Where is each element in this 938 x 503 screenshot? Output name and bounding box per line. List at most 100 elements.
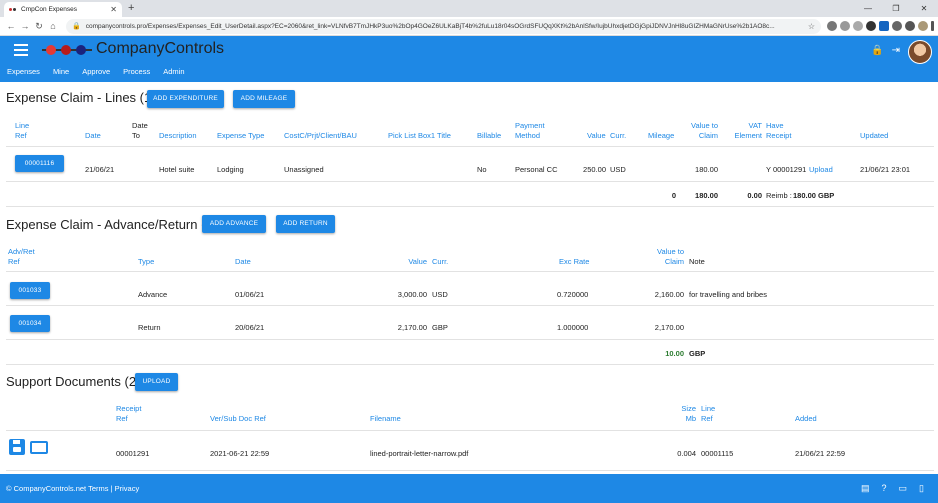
col-value[interactable]: Value — [587, 131, 606, 140]
col-vat-element[interactable]: VAT Element — [734, 121, 762, 140]
lock-icon[interactable]: 🔒 — [871, 45, 884, 56]
logout-icon[interactable]: ⇥ — [891, 45, 900, 56]
col-description[interactable]: Description — [159, 131, 197, 140]
footer-icons: ▤ ? ▭ ▯ — [861, 483, 924, 494]
col-adv-value[interactable]: Value — [408, 257, 427, 266]
col-pick-list[interactable]: Pick List Box1 Title — [388, 131, 451, 140]
new-tab-button[interactable]: + — [128, 2, 135, 14]
extension-icon[interactable] — [866, 21, 876, 31]
maximize-button[interactable]: ❐ — [892, 4, 900, 13]
adv-value-to-claim: 2,160.00 — [654, 290, 684, 299]
main-content: Expense Claim - Lines (1) ADD EXPENDITUR… — [0, 82, 938, 474]
brand-name: CompanyControls — [96, 40, 225, 57]
col-payment-method[interactable]: Payment Method — [515, 121, 545, 140]
forward-arrow-icon[interactable]: → — [20, 21, 30, 31]
line-description: Hotel suite — [159, 165, 195, 174]
line-date: 21/06/21 — [85, 165, 115, 174]
chat-icon[interactable]: ▤ — [861, 483, 870, 493]
col-adv-date[interactable]: Date — [235, 257, 251, 266]
upload-link[interactable]: Upload — [809, 165, 833, 174]
view-document-icon[interactable] — [30, 441, 48, 454]
menu-item-mine[interactable]: Mine — [52, 67, 70, 76]
col-expense-type[interactable]: Expense Type — [217, 131, 265, 140]
hamburger-icon[interactable] — [14, 44, 28, 56]
col-value-to-claim[interactable]: Value to Claim — [691, 121, 718, 140]
menu-item-admin[interactable]: Admin — [163, 67, 185, 76]
close-window-button[interactable]: ✕ — [920, 4, 928, 13]
avatar[interactable] — [908, 40, 932, 64]
browser-tab[interactable]: CmpCon Expenses ✕ — [4, 2, 122, 17]
desktop-icon[interactable]: ▭ — [898, 483, 908, 493]
doc-line-ref: 00001115 — [701, 449, 734, 458]
col-size-mb[interactable]: Size Mb — [681, 404, 696, 423]
ret-value-to-claim: 2,170.00 — [654, 323, 684, 332]
col-ver-sub[interactable]: Ver/Sub Doc Ref — [210, 414, 266, 423]
window-controls: — ❐ ✕ — [854, 0, 938, 17]
line-curr: USD — [610, 165, 626, 174]
add-expenditure-button[interactable]: ADD EXPENDITURE — [147, 90, 224, 108]
line-ref-button[interactable]: 00001116 — [15, 155, 64, 172]
add-advance-button[interactable]: ADD ADVANCE — [202, 215, 266, 233]
menu-item-process[interactable]: Process — [123, 67, 151, 76]
bookmark-star-icon[interactable]: ☆ — [807, 21, 815, 31]
line-expense-type: Lodging — [217, 165, 244, 174]
menu-dots-icon[interactable] — [931, 21, 934, 31]
col-type[interactable]: Type — [138, 257, 155, 266]
col-billable[interactable]: Billable — [477, 131, 502, 140]
upload-button[interactable]: UPLOAD — [135, 373, 178, 391]
extension-icon[interactable] — [892, 21, 902, 31]
col-adv-value-to-claim[interactable]: Value to Claim — [657, 247, 684, 266]
extension-icon[interactable] — [879, 21, 889, 31]
col-receipt-ref[interactable]: Receipt Ref — [116, 404, 142, 423]
extension-icon[interactable] — [853, 21, 863, 31]
main-menu: Expenses Mine Approve Process Admin — [7, 67, 185, 76]
adv-value: 3,000.00 — [397, 290, 427, 299]
profile-icon[interactable] — [918, 21, 928, 31]
return-ref-button[interactable]: 001034 — [10, 315, 50, 332]
back-arrow-icon[interactable]: ← — [6, 21, 16, 31]
mobile-icon[interactable]: ▯ — [919, 483, 924, 493]
col-doc-line-ref[interactable]: Line Ref — [701, 404, 716, 423]
doc-added: 21/06/21 22:59 — [795, 449, 846, 458]
help-icon[interactable]: ? — [881, 483, 887, 493]
advance-total-value: 10.00 — [665, 349, 684, 358]
footer-text[interactable]: © CompanyControls.net Terms | Privacy — [6, 484, 140, 493]
advance-ref-button[interactable]: 001033 — [10, 282, 50, 299]
menu-item-expenses[interactable]: Expenses — [7, 67, 40, 76]
col-adv-curr[interactable]: Curr. — [432, 257, 449, 266]
col-mileage[interactable]: Mileage — [648, 131, 675, 140]
col-exc-rate[interactable]: Exc Rate — [559, 257, 590, 266]
url-text: companycontrols.pro/Expenses/Expenses_Ed… — [85, 22, 775, 30]
ret-exc-rate: 1.000000 — [557, 323, 589, 332]
menu-item-approve[interactable]: Approve — [82, 67, 111, 76]
minimize-button[interactable]: — — [864, 4, 872, 13]
doc-filename[interactable]: lined-portrait-letter-narrow.pdf — [370, 449, 469, 458]
ret-type: Return — [138, 323, 161, 332]
extension-icon[interactable] — [827, 21, 837, 31]
lines-section-title: Expense Claim - Lines (1) — [6, 90, 156, 105]
col-costc[interactable]: CostC/Prjt/Client/BAU — [284, 131, 357, 140]
save-icon[interactable] — [9, 439, 25, 455]
add-mileage-button[interactable]: ADD MILEAGE — [233, 90, 295, 108]
tab-close-icon[interactable]: ✕ — [110, 5, 117, 14]
col-line-ref[interactable]: Line Ref — [15, 121, 30, 140]
puzzle-icon[interactable] — [905, 21, 915, 31]
line-payment-method: Personal CC — [515, 165, 558, 174]
advance-section-title: Expense Claim - Advance/Return (2) — [6, 217, 217, 232]
col-date[interactable]: Date — [85, 131, 101, 140]
line-billable: No — [477, 165, 487, 174]
col-curr[interactable]: Curr. — [610, 131, 627, 140]
extension-icon[interactable] — [840, 21, 850, 31]
col-have-receipt[interactable]: Have Receipt — [766, 121, 792, 140]
total-mileage: 0 — [671, 191, 676, 200]
col-adv-ret-ref[interactable]: Adv/Ret Ref — [8, 247, 35, 266]
extensions-area — [827, 21, 934, 31]
col-filename[interactable]: Filename — [370, 414, 401, 423]
reload-icon[interactable]: ↻ — [35, 20, 43, 31]
home-icon[interactable]: ⌂ — [50, 21, 56, 31]
add-return-button[interactable]: ADD RETURN — [276, 215, 335, 233]
address-bar[interactable]: 🔒 companycontrols.pro/Expenses/Expenses_… — [66, 18, 821, 34]
col-added[interactable]: Added — [795, 414, 817, 423]
doc-size: 0.004 — [677, 449, 696, 458]
col-updated[interactable]: Updated — [860, 131, 889, 140]
